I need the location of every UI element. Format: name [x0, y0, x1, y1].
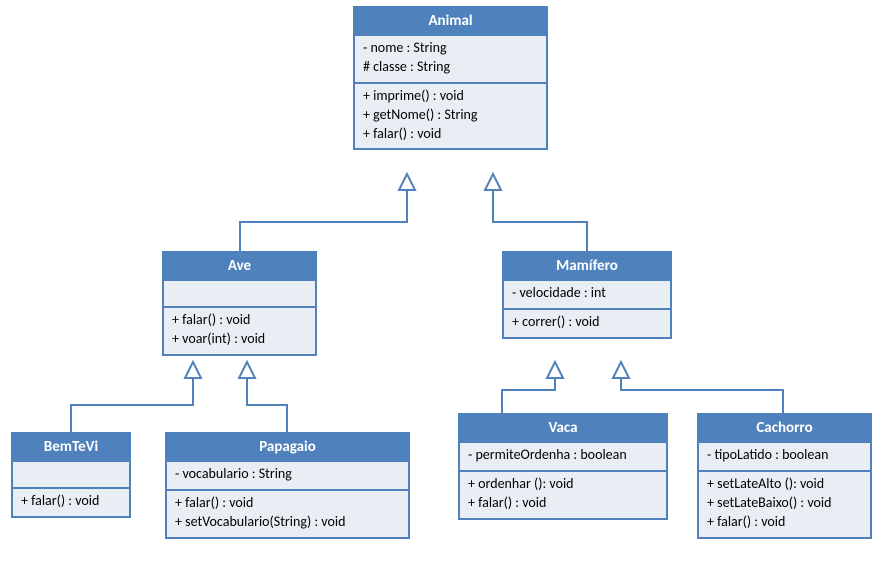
method-row: + setVocabulario(String) : void [175, 513, 400, 532]
class-methods: + ordenhar (): void+ falar() : void [460, 472, 666, 518]
attribute-row: - tipoLatido : boolean [707, 446, 862, 465]
attribute-row: - permiteOrdenha : boolean [468, 446, 658, 465]
class-methods: + correr() : void [504, 310, 670, 337]
method-row: + setLateBaixo() : void [707, 494, 862, 513]
class-title: BemTeVi [13, 434, 129, 462]
class-methods: + falar() : void+ voar(int) : void [164, 308, 315, 354]
class-ave: Ave + falar() : void+ voar(int) : void [162, 251, 317, 356]
class-methods: + falar() : void+ setVocabulario(String)… [167, 491, 408, 537]
class-methods: + setLateAlto (): void+ setLateBaixo() :… [699, 472, 870, 537]
class-methods: + falar() : void [13, 489, 129, 516]
class-attributes: - velocidade : int [504, 281, 670, 310]
attribute-row: - velocidade : int [512, 284, 662, 303]
method-row: + ordenhar (): void [468, 475, 658, 494]
class-title: Ave [164, 253, 315, 281]
class-bemtevi: BemTeVi + falar() : void [11, 432, 131, 518]
method-row: + imprime() : void [363, 87, 538, 106]
class-attributes: - nome : String# classe : String [355, 36, 546, 84]
uml-diagram-canvas: Animal- nome : String# classe : String+ … [0, 0, 886, 570]
method-row: + setLateAlto (): void [707, 475, 862, 494]
method-row: + correr() : void [512, 313, 662, 332]
attribute-row: - vocabulario : String [175, 465, 400, 484]
method-row: + falar() : void [363, 125, 538, 144]
class-vaca: Vaca - permiteOrdenha : boolean + ordenhar… [458, 413, 668, 520]
method-row: + falar() : void [175, 494, 400, 513]
method-row: + falar() : void [707, 513, 862, 532]
class-mamifero: Mamífero - velocidade : int + correr() : v… [502, 251, 672, 339]
method-row: + getNome() : String [363, 106, 538, 125]
attribute-row: # classe : String [363, 58, 538, 77]
method-row: + falar() : void [468, 494, 658, 513]
class-cachorro: Cachorro - tipoLatido : boolean + setLateA… [697, 413, 872, 539]
class-title: Mamífero [504, 253, 670, 281]
class-title: Papagaio [167, 434, 408, 462]
method-row: + voar(int) : void [172, 330, 307, 349]
class-animal: Animal- nome : String# classe : String+ … [353, 6, 548, 150]
class-papagaio: Papagaio - vocabulario : String + falar() … [165, 432, 410, 539]
method-row: + falar() : void [21, 492, 121, 511]
class-attributes [164, 281, 315, 308]
class-title: Cachorro [699, 415, 870, 443]
class-title: Vaca [460, 415, 666, 443]
class-attributes [13, 462, 129, 489]
class-methods: + imprime() : void+ getNome() : String+ … [355, 84, 546, 149]
method-row: + falar() : void [172, 311, 307, 330]
class-attributes: - tipoLatido : boolean [699, 443, 870, 472]
class-attributes: - vocabulario : String [167, 462, 408, 491]
class-attributes: - permiteOrdenha : boolean [460, 443, 666, 472]
class-title: Animal [355, 8, 546, 36]
attribute-row: - nome : String [363, 39, 538, 58]
